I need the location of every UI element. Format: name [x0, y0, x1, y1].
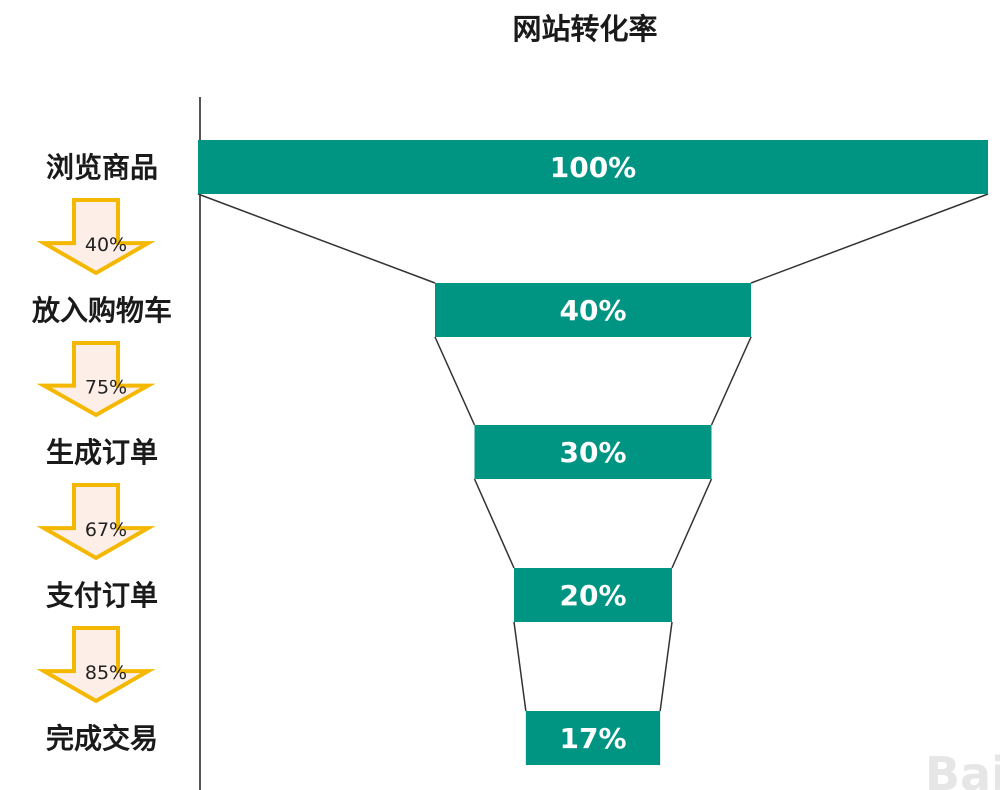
funnel-connector-left: [197, 193, 436, 284]
stage-label: 浏览商品: [46, 151, 158, 184]
step-rate-label: 67%: [85, 519, 127, 541]
step-arrow: [36, 626, 156, 704]
stage-label: 生成订单: [46, 436, 158, 469]
stage-label: 放入购物车: [31, 294, 172, 327]
bar-value-label: 20%: [559, 579, 626, 612]
funnel-bar: [435, 283, 751, 337]
bar-value-label: 17%: [559, 722, 626, 755]
step-rate-label: 75%: [85, 377, 127, 399]
step-rate-label: 40%: [85, 234, 127, 256]
funnel-bar: [198, 140, 988, 194]
bar-value-label: 100%: [550, 151, 637, 184]
bar-value-label: 30%: [559, 436, 626, 469]
funnel-connector-right: [659, 621, 673, 712]
funnel-bar: [474, 425, 712, 479]
funnel-connector-left: [434, 336, 476, 426]
step-arrow: [36, 198, 156, 276]
watermark-text: Bai: [925, 747, 1000, 790]
bar-value-label: 40%: [559, 294, 626, 327]
step-arrow: [36, 341, 156, 418]
stage-label: 支付订单: [46, 579, 158, 612]
stage-label: 完成交易: [46, 722, 158, 755]
funnel-connector-left: [513, 621, 527, 712]
chart-title: 网站转化率: [512, 12, 658, 46]
funnel-bar: [514, 568, 672, 622]
funnel-connector-right: [671, 478, 713, 569]
funnel-bar: [525, 711, 661, 765]
funnel-connector-right: [710, 336, 752, 426]
funnel-connector-right: [750, 193, 989, 284]
step-arrow: [36, 483, 156, 561]
funnel-connector-left: [473, 478, 515, 569]
step-rate-label: 85%: [85, 662, 127, 684]
